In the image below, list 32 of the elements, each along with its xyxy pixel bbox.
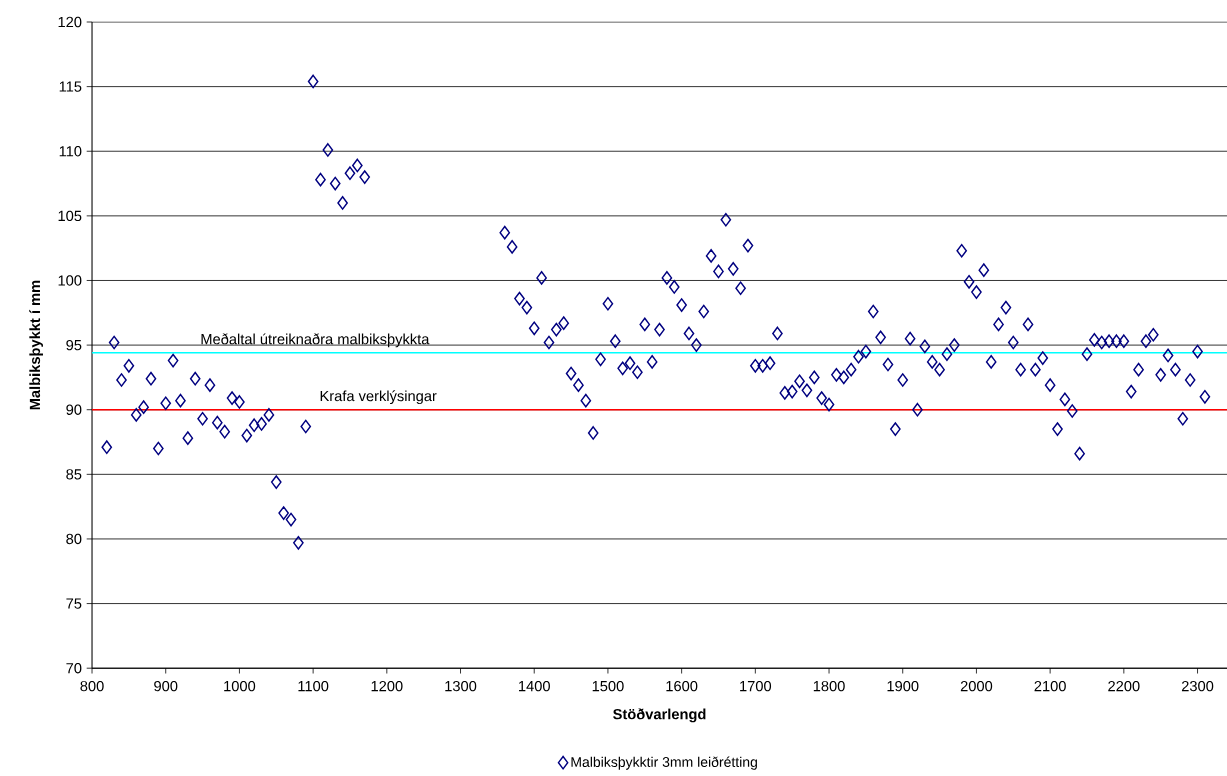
y-tick-label: 70 — [66, 662, 82, 674]
y-tick-label: 115 — [59, 81, 82, 92]
y-tick-label: 110 — [59, 145, 82, 157]
x-tick-label: 1400 — [519, 680, 550, 692]
x-tick-label: 1700 — [740, 680, 772, 692]
y-tick-label: 105 — [58, 210, 82, 221]
x-axis-title: Stöðvarlengd — [613, 708, 706, 723]
x-tick-label: 2100 — [1034, 680, 1066, 692]
x-tick-label: 1500 — [592, 680, 624, 692]
y-tick-label: 90 — [66, 404, 82, 415]
y-tick-label: 75 — [66, 598, 82, 609]
y-axis-title: Malbiksþykkt í mm — [29, 280, 43, 410]
x-tick-label: 800 — [80, 680, 104, 692]
y-tick-label: 80 — [66, 533, 82, 545]
x-tick-label: 1600 — [666, 680, 698, 692]
x-tick-label: 2300 — [1181, 680, 1214, 692]
ref-line-label: Krafa verklýsingar — [320, 390, 437, 404]
x-tick-label: 1800 — [813, 680, 845, 692]
x-tick-label: 2200 — [1108, 680, 1140, 692]
x-tick-label: 1000 — [224, 680, 256, 692]
x-tick-label: 1900 — [887, 680, 919, 692]
x-tick-label: 1300 — [445, 680, 477, 692]
x-tick-label: 1100 — [298, 680, 329, 692]
y-tick-label: 95 — [66, 339, 82, 351]
x-tick-label: 900 — [154, 680, 178, 692]
y-tick-label: 100 — [58, 275, 82, 286]
x-tick-label: 2000 — [960, 680, 993, 692]
x-tick-label: 1200 — [371, 680, 403, 692]
legend-label: Malbiksþykktir 3mm leiðrétting — [571, 756, 757, 770]
ref-line-label: Meðaltal útreiknaðra malbiksþykkta — [201, 333, 430, 348]
y-tick-label: 85 — [66, 469, 82, 480]
y-tick-label: 120 — [58, 16, 82, 28]
